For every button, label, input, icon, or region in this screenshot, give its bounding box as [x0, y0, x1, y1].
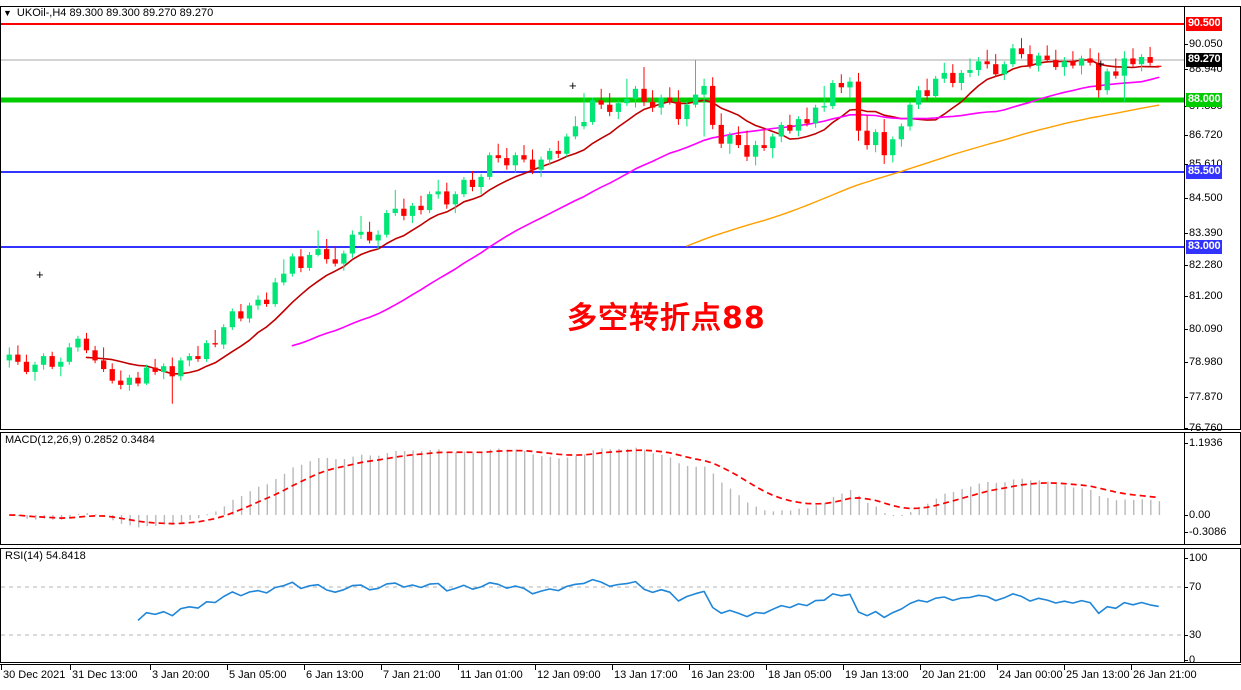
time-tick-mark — [535, 665, 536, 670]
price-axis[interactable]: 90.05088.94087.83086.72085.61084.50083.3… — [1184, 7, 1240, 434]
svg-text:+: + — [569, 78, 577, 93]
price-panel[interactable]: + + + 多空转折点88 ▼ UKOil-,H4 89.300 89.300 89… — [0, 6, 1241, 434]
price-tick-label: 88.940 — [1189, 63, 1223, 75]
macd-tick-mark — [1185, 532, 1188, 533]
price-tick-mark — [1185, 362, 1188, 363]
chart-annotation-text: 多空转折点88 — [567, 301, 766, 336]
time-tick-label: 25 Jan 13:00 — [1066, 669, 1130, 681]
price-tick-label: 76.760 — [1189, 422, 1223, 434]
time-tick-label: 16 Jan 23:00 — [691, 669, 755, 681]
time-tick-label: 19 Jan 13:00 — [845, 669, 909, 681]
price-tick-mark — [1185, 164, 1188, 165]
price-plot-area[interactable]: + + + 多空转折点88 ▼ UKOil-,H4 89.300 89.300 89… — [1, 7, 1184, 429]
price-tick-mark — [1185, 198, 1188, 199]
price-level-chip[interactable]: 89.270 — [1186, 53, 1223, 67]
time-tick-label: 18 Jan 05:00 — [768, 669, 832, 681]
svg-text:+: + — [1097, 56, 1105, 71]
price-tick-mark — [1185, 296, 1188, 297]
macd-tick-label: -0.3086 — [1189, 526, 1227, 538]
time-tick-label: 6 Jan 13:00 — [306, 669, 364, 681]
time-tick-label: 13 Jan 17:00 — [614, 669, 678, 681]
macd-tick-label: 0.00 — [1189, 509, 1211, 521]
rsi-tick-label: 70 — [1189, 581, 1202, 593]
time-tick-label: 5 Jan 05:00 — [229, 669, 287, 681]
time-tick-label: 7 Jan 21:00 — [383, 669, 441, 681]
time-tick-mark — [150, 665, 151, 670]
price-level-chip[interactable]: 85.500 — [1186, 165, 1223, 179]
time-tick-mark — [381, 665, 382, 670]
time-tick-mark — [70, 665, 71, 670]
price-level-chip[interactable]: 90.500 — [1186, 17, 1223, 31]
macd-tick-mark — [1185, 443, 1188, 444]
svg-text:+: + — [36, 267, 44, 282]
price-tick-mark — [1185, 428, 1188, 429]
price-tick-label: 77.870 — [1189, 391, 1223, 403]
time-axis[interactable]: 30 Dec 2021 31 Dec 13:00 3 Jan 20:00 5 Jan … — [0, 664, 1241, 690]
rsi-tick-mark — [1185, 660, 1188, 661]
rsi-panel[interactable]: RSI(14) 54.8418 100 70 30 0 — [0, 548, 1241, 666]
price-tick-label: 84.500 — [1189, 192, 1223, 204]
price-tick-label: 83.390 — [1189, 227, 1223, 239]
price-tick-label: 86.720 — [1189, 129, 1223, 141]
rsi-plot-area[interactable]: RSI(14) 54.8418 — [1, 549, 1184, 662]
price-tick-mark — [1185, 69, 1188, 70]
rsi-tick-mark — [1185, 635, 1188, 636]
quote-header: ▼ UKOil-,H4 89.300 89.300 89.270 89.270 — [3, 7, 213, 19]
collapse-caret-icon[interactable]: ▼ — [3, 8, 12, 18]
time-tick-label: 31 Dec 13:00 — [72, 669, 138, 681]
macd-axis[interactable]: 1.1936 0.00 -0.3086 — [1184, 433, 1240, 544]
time-tick-mark — [689, 665, 690, 670]
macd-panel[interactable]: MACD(12,26,9) 0.2852 0.3484 1.1936 0.00 -0… — [0, 432, 1241, 545]
price-tick-mark — [1185, 135, 1188, 136]
time-tick-label: 3 Jan 20:00 — [152, 669, 210, 681]
price-tick-label: 81.200 — [1189, 290, 1223, 302]
macd-tick-label: 1.1936 — [1189, 437, 1223, 449]
rsi-tick-label: 0 — [1189, 654, 1196, 666]
time-tick-label: 30 Dec 2021 — [3, 669, 66, 681]
macd-label: MACD(12,26,9) 0.2852 0.3484 — [5, 434, 155, 446]
time-tick-mark — [766, 665, 767, 670]
quote-text: UKOil-,H4 89.300 89.300 89.270 89.270 — [16, 7, 214, 19]
time-tick-mark — [1131, 665, 1132, 670]
time-tick-label: 24 Jan 00:00 — [999, 669, 1063, 681]
time-tick-mark — [1, 665, 2, 670]
time-tick-mark — [920, 665, 921, 670]
price-tick-label: 80.090 — [1189, 323, 1223, 335]
price-tick-label: 85.610 — [1189, 158, 1223, 170]
time-tick-label: 20 Jan 21:00 — [922, 669, 986, 681]
price-tick-mark — [1185, 265, 1188, 266]
price-series-svg: + + + — [1, 23, 1184, 404]
macd-series-svg — [9, 447, 1161, 528]
price-tick-mark — [1185, 329, 1188, 330]
rsi-tick-mark — [1185, 587, 1188, 588]
price-level-chip[interactable]: 88.000 — [1186, 93, 1223, 107]
macd-tick-mark — [1185, 515, 1188, 516]
rsi-tick-mark — [1185, 558, 1188, 559]
time-tick-mark — [612, 665, 613, 670]
price-level-chip[interactable]: 83.000 — [1186, 240, 1223, 254]
price-tick-mark — [1185, 44, 1188, 45]
price-tick-label: 78.980 — [1189, 356, 1223, 368]
rsi-axis[interactable]: 100 70 30 0 — [1184, 549, 1240, 666]
price-tick-mark — [1185, 397, 1188, 398]
rsi-tick-label: 30 — [1189, 629, 1202, 641]
time-tick-mark — [458, 665, 459, 670]
rsi-label: RSI(14) 54.8418 — [5, 550, 86, 562]
price-tick-mark — [1185, 233, 1188, 234]
price-tick-label: 90.050 — [1189, 38, 1223, 50]
rsi-tick-label: 100 — [1189, 552, 1208, 564]
price-tick-label: 82.280 — [1189, 259, 1223, 271]
time-tick-label: 11 Jan 01:00 — [460, 669, 523, 681]
time-tick-mark — [1064, 665, 1065, 670]
time-tick-mark — [304, 665, 305, 670]
macd-plot-area[interactable]: MACD(12,26,9) 0.2852 0.3484 — [1, 433, 1184, 544]
time-tick-label: 12 Jan 09:00 — [537, 669, 601, 681]
time-tick-mark — [843, 665, 844, 670]
rsi-series-svg — [1, 578, 1184, 636]
time-tick-mark — [227, 665, 228, 670]
time-tick-mark — [997, 665, 998, 670]
time-tick-label: 26 Jan 21:00 — [1133, 669, 1197, 681]
